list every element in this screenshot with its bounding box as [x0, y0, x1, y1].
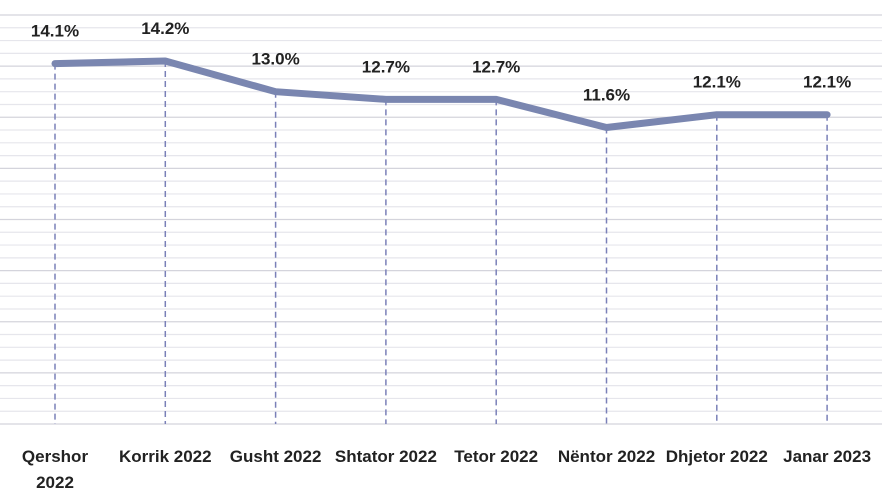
line — [51, 57, 831, 131]
x-tick-label: Shtator 2022 — [334, 447, 437, 466]
data-label: 12.1% — [693, 73, 741, 92]
data-label: 14.2% — [141, 19, 189, 38]
x-tick-label: Gusht 2022 — [229, 447, 322, 466]
data-label: 11.6% — [583, 85, 630, 104]
x-tick-label: Tetor 2022 — [454, 447, 539, 466]
data-label: 12.1% — [803, 73, 851, 92]
data-label: 12.7% — [472, 57, 520, 76]
x-tick-label: Korrik 2022 — [118, 447, 212, 466]
x-tick-label: Janar 2023 — [783, 447, 872, 466]
data-label: 12.7% — [362, 57, 410, 76]
data-label: 14.1% — [31, 22, 79, 41]
x-tick-label: Nëntor 2022 — [557, 447, 656, 466]
data-label: 13.0% — [251, 50, 299, 69]
x-tick-label: Dhjetor 2022 — [665, 447, 768, 466]
x-tick-label: Qershor 2022 — [21, 447, 89, 492]
